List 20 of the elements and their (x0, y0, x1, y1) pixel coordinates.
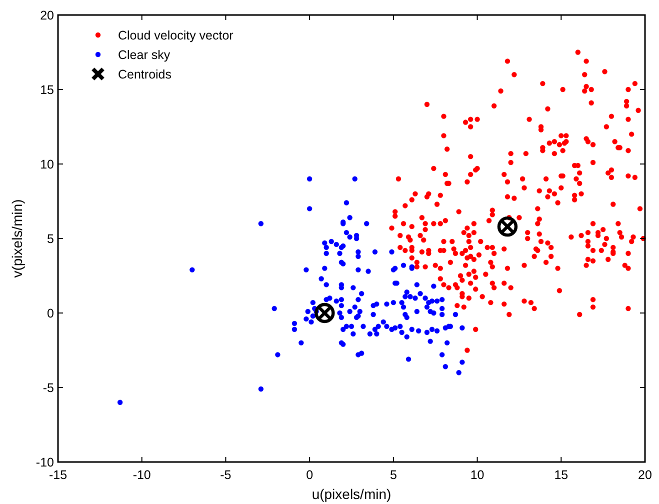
y-tick-label: 20 (40, 8, 54, 22)
legend-label: Centroids (118, 68, 172, 82)
y-tick-label: 10 (40, 158, 54, 172)
y-tick-label: 15 (40, 83, 54, 97)
x-tick-label: -10 (132, 468, 151, 482)
x-tick-label: 10 (470, 468, 484, 482)
x-tick-label: -5 (220, 468, 232, 482)
x-tick-label: 0 (306, 468, 314, 482)
x-tick-label: -15 (48, 468, 68, 482)
legend-label: Clear sky (118, 48, 171, 62)
x-tick-label: 5 (390, 468, 397, 482)
x-tick-label: 15 (554, 468, 568, 482)
legend-label: Cloud velocity vector (118, 28, 234, 42)
y-tick-label: 5 (47, 232, 54, 246)
y-axis-title: v(pixels/min) (9, 199, 25, 278)
y-tick-label: 0 (47, 306, 54, 320)
y-tick-label: -5 (42, 381, 54, 395)
x-tick-label: 20 (638, 468, 652, 482)
y-tick-label: -10 (36, 456, 54, 470)
x-axis-title: u(pixels/min) (312, 486, 392, 502)
